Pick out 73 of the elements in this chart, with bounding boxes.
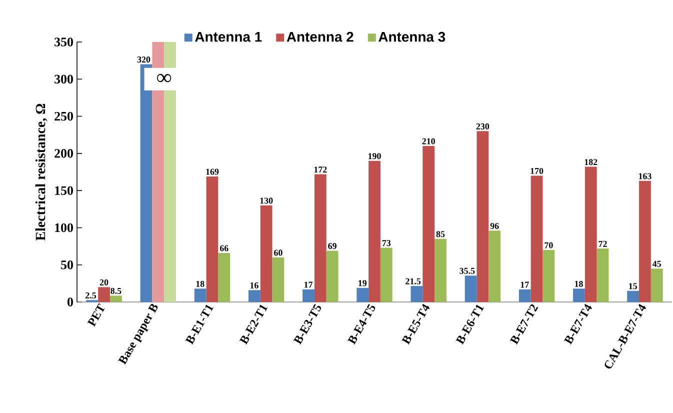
- data-label: 66: [220, 245, 228, 252]
- legend-label: Antenna 1: [195, 32, 262, 42]
- data-label: 172: [314, 166, 327, 173]
- data-label: 130: [260, 198, 273, 204]
- legend-label: Antenna 2: [286, 32, 354, 42]
- data-label: 182: [584, 159, 598, 166]
- data-label: 169: [206, 168, 219, 175]
- bar: [530, 176, 543, 302]
- bar: [542, 250, 555, 302]
- data-label: 21.5: [406, 278, 421, 284]
- bar: [434, 238, 446, 302]
- bar: [110, 296, 122, 302]
- data-label: 15: [629, 283, 637, 290]
- bar: [650, 268, 663, 302]
- data-label: 73: [382, 240, 391, 246]
- bar: [627, 290, 640, 302]
- bar: [326, 250, 338, 302]
- bar: [302, 289, 314, 302]
- data-label: 190: [368, 153, 381, 160]
- data-label: 17: [304, 282, 313, 288]
- data-label: 19: [358, 280, 367, 286]
- data-label: 2.5: [86, 292, 96, 298]
- data-label: 320: [137, 56, 150, 63]
- bar: [380, 248, 392, 302]
- bar: [596, 248, 609, 302]
- data-label: 85: [436, 231, 445, 238]
- bar: [194, 288, 206, 302]
- bar: [356, 288, 369, 302]
- data-label: 170: [530, 168, 544, 174]
- y-axis-title: Electrical resistance, Ω: [35, 104, 48, 241]
- bar: [272, 257, 284, 302]
- data-label: 16: [250, 282, 258, 288]
- bar: [368, 160, 380, 302]
- bar: [248, 290, 260, 302]
- data-label: 210: [422, 138, 435, 144]
- data-label: 69: [328, 243, 336, 250]
- bar: [410, 286, 423, 302]
- bar: [218, 252, 230, 302]
- bar: [464, 276, 477, 302]
- data-label: 45: [652, 260, 662, 267]
- bar: [422, 146, 435, 302]
- data-label: 8.5: [110, 288, 122, 294]
- data-label: 60: [274, 250, 282, 256]
- y-tick-label: 50: [61, 260, 73, 270]
- data-label: 72: [598, 240, 607, 247]
- bar: [584, 166, 597, 302]
- bar: [518, 289, 531, 302]
- y-tick-label: 150: [55, 186, 73, 195]
- bar: [314, 174, 326, 302]
- data-label: 18: [574, 280, 583, 287]
- y-tick-label: 0: [68, 298, 73, 306]
- bar: [476, 131, 489, 302]
- data-label: 17: [520, 282, 529, 288]
- legend-label: Antenna 3: [378, 32, 446, 42]
- data-label: 18: [196, 280, 204, 287]
- y-tick-label: 100: [55, 223, 73, 232]
- bar: [98, 287, 110, 302]
- bar: [573, 288, 585, 302]
- data-label: 70: [544, 242, 553, 248]
- bar: [639, 180, 651, 302]
- data-label: 230: [476, 123, 490, 130]
- data-label: 20: [100, 279, 108, 286]
- bar: [260, 205, 272, 302]
- data-label: 163: [638, 173, 652, 180]
- annotation: ∞: [157, 74, 172, 82]
- bar: [488, 230, 501, 302]
- y-tick-label: 350: [54, 38, 73, 46]
- y-tick-label: 250: [54, 112, 73, 121]
- y-tick-label: 200: [54, 149, 73, 158]
- y-tick-label: 300: [54, 74, 73, 84]
- data-label: 35.5: [460, 268, 475, 274]
- bar: [206, 176, 218, 302]
- data-label: 96: [490, 222, 499, 229]
